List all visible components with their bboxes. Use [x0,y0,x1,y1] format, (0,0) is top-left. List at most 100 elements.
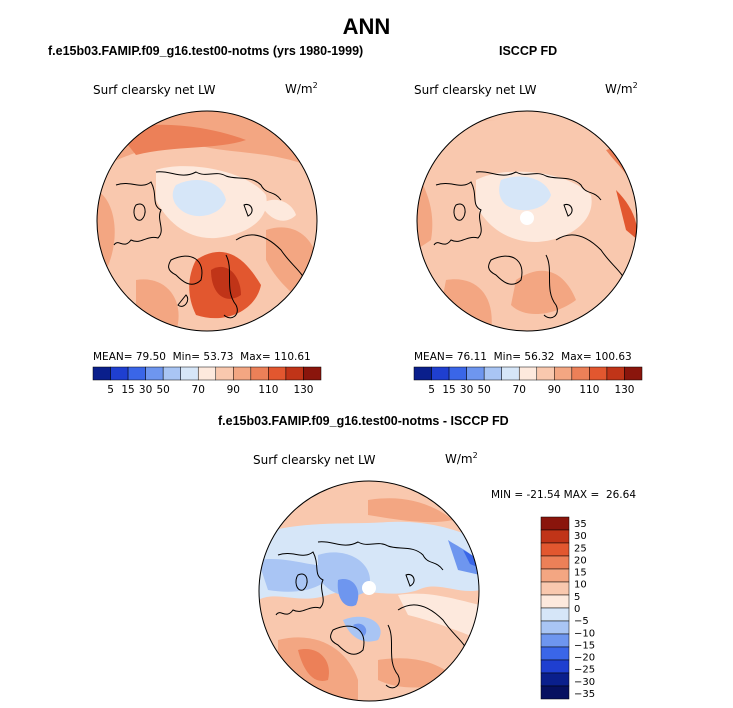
colorbar-tick-label: 50 [477,384,490,396]
colorbar-swatch [540,659,570,674]
panel-2-mean: 76.11 [456,351,487,363]
colorbar-swatch [540,542,570,557]
panel-1-mean: 79.50 [135,351,166,363]
colorbar-swatch [285,366,304,381]
panel-2-units-exp: 2 [632,81,638,90]
colorbar-tick-label: 10 [574,580,587,591]
panel-1-max: 110.61 [273,351,311,363]
panel-2-title: ISCCP FD [499,44,558,58]
colorbar-tick-label: 30 [139,384,152,396]
panel-3-stats: MIN = -21.54 MAX = 26.64 [491,489,636,501]
panel-2-colorbar: 5 15 30 50 70 90 110 130 [413,366,643,396]
colorbar-tick-label: 5 [428,384,435,396]
panel-2-units-base: W/m [605,82,633,96]
colorbar-swatch [589,366,608,381]
panel-1-title: f.e15b03.FAMIP.f09_g16.test00-notms (yrs… [48,44,364,58]
colorbar-swatch [501,366,520,381]
colorbar-tick-label: 15 [121,384,134,396]
colorbar-tick-label: −10 [574,628,595,639]
colorbar-tick-label: 50 [156,384,169,396]
panel-2-min: 56.32 [524,351,555,363]
colorbar-swatch [303,366,322,381]
colorbar-swatch [162,366,181,381]
colorbar-swatch [540,568,570,583]
colorbar-swatch [215,366,234,381]
colorbar-tick-label: 90 [548,384,561,396]
colorbar-tick-label: 30 [460,384,473,396]
colorbar-tick-label: −15 [574,640,595,651]
colorbar-swatch [540,633,570,648]
colorbar-tick-label: 110 [258,384,278,396]
panel-1-units: W/m2 [285,81,318,96]
colorbar-tick-label: 130 [293,384,313,396]
panel-1-min: 53.73 [203,351,234,363]
panel-2-polar-map [416,110,638,332]
colorbar-swatch [540,620,570,635]
colorbar-swatch [571,366,590,381]
panel-1-units-base: W/m [285,82,313,96]
panel-2-units: W/m2 [605,81,638,96]
colorbar-tick-label: 70 [192,384,205,396]
colorbar-tick-label: 110 [579,384,599,396]
colorbar-tick-label: 0 [574,604,580,615]
colorbar-tick-label: 130 [614,384,634,396]
colorbar-swatch [540,607,570,622]
colorbar-tick-label: 25 [574,543,587,554]
colorbar-tick-label: −25 [574,665,595,676]
colorbar-tick-label: 5 [107,384,114,396]
colorbar-tick-label: 15 [574,568,587,579]
colorbar-swatch [554,366,573,381]
colorbar-swatch [540,516,570,531]
colorbar-tick-label: 5 [574,592,580,603]
colorbar-swatch [466,366,485,381]
colorbar-tick-label: 20 [574,555,587,566]
colorbar-tick-label: 35 [574,519,587,530]
panel-3-min: -21.54 [526,489,561,501]
colorbar-swatch [250,366,269,381]
colorbar-swatch [540,646,570,661]
colorbar-tick-label: 15 [442,384,455,396]
colorbar-swatch [233,366,252,381]
panel-1-variable-label: Surf clearsky net LW [93,83,216,97]
colorbar-tick-label: 70 [513,384,526,396]
colorbar-swatch [448,366,467,381]
panel-3-variable-label: Surf clearsky net LW [253,453,376,467]
colorbar-swatch [540,685,570,700]
colorbar-swatch [624,366,643,381]
colorbar-swatch [536,366,555,381]
colorbar-tick-label: 90 [227,384,240,396]
colorbar-swatch [268,366,287,381]
colorbar-swatch [145,366,164,381]
colorbar-swatch [127,366,146,381]
panel-2-stats: MEAN= 76.11 Min= 56.32 Max= 100.63 [414,351,632,363]
colorbar-swatch [483,366,502,381]
colorbar-swatch [606,366,625,381]
colorbar-swatch [413,366,432,381]
colorbar-tick-label: 30 [574,531,587,542]
panel-2-variable-label: Surf clearsky net LW [414,83,537,97]
colorbar-swatch [431,366,450,381]
panel-1-colorbar: 5 15 30 50 70 90 110 130 [92,366,322,396]
colorbar-swatch [110,366,129,381]
colorbar-swatch [197,366,217,381]
colorbar-tick-label: −5 [574,616,589,627]
panel-3-polar-map [258,480,480,702]
colorbar-tick-label: −30 [574,677,595,688]
colorbar-swatch [540,529,570,544]
panel-3-units-base: W/m [445,452,473,466]
colorbar-swatch [540,581,570,596]
colorbar-swatch [92,366,111,381]
panel-1-units-exp: 2 [312,81,318,90]
panel-1-polar-map [96,110,318,332]
colorbar-swatch [540,555,570,570]
panel-3-max: 26.64 [605,489,636,501]
panel-2-max: 100.63 [594,351,632,363]
colorbar-swatch [540,594,570,609]
colorbar-swatch [518,366,538,381]
panel-1-stats: MEAN= 79.50 Min= 53.73 Max= 110.61 [93,351,311,363]
panel-3-title: f.e15b03.FAMIP.f09_g16.test00-notms - IS… [218,414,509,428]
colorbar-tick-label: −20 [574,653,595,664]
main-title: ANN [342,14,391,39]
colorbar-swatch [180,366,199,381]
